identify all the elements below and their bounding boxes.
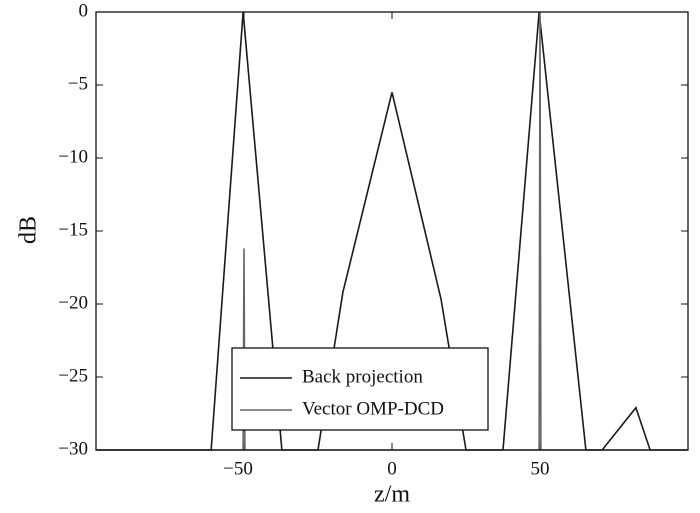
legend-box <box>231 347 489 431</box>
x-axis-label: z/m <box>374 482 410 508</box>
y-tick-label: −30 <box>58 438 88 459</box>
y-tick-label: −15 <box>58 219 88 240</box>
plot-frame <box>95 11 689 451</box>
legend-label: Back projection <box>302 366 423 387</box>
y-tick-label: −10 <box>58 146 88 167</box>
y-tick-label: −5 <box>68 73 88 94</box>
y-tick-label: 0 <box>79 0 89 21</box>
legend: Back projection Vector OMP-DCD <box>231 347 489 431</box>
y-tick-label: −25 <box>58 365 88 386</box>
x-tick-label: −50 <box>223 458 253 479</box>
legend-label: Vector OMP-DCD <box>302 398 444 419</box>
y-tick-label: −20 <box>58 292 88 313</box>
x-tick-label: 0 <box>387 458 397 479</box>
x-tick-label: 50 <box>531 458 550 479</box>
y-axis-label: dB <box>16 216 42 244</box>
